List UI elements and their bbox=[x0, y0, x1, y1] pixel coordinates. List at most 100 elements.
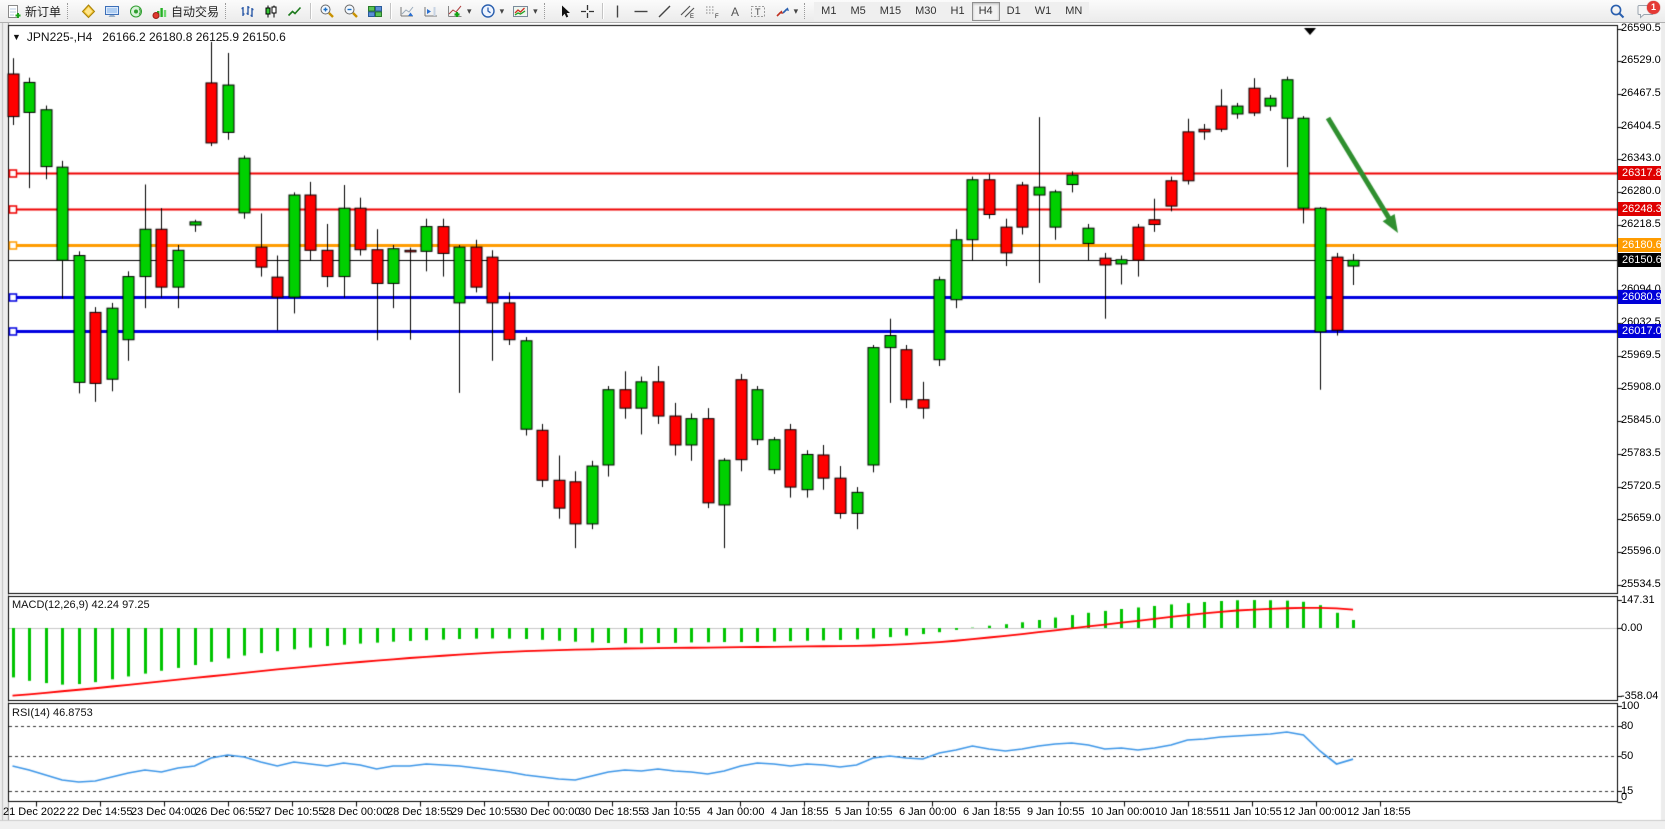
template-icon bbox=[513, 5, 529, 17]
clock-icon bbox=[480, 4, 495, 18]
trendline-icon bbox=[658, 5, 671, 17]
cursor-icon bbox=[561, 5, 570, 17]
time-axis-label: 5 Jan 10:55 bbox=[835, 806, 893, 818]
text-label-button[interactable]: T bbox=[746, 1, 770, 21]
zoom-in-button[interactable] bbox=[315, 1, 339, 21]
templates-button[interactable]: ▾ bbox=[508, 1, 542, 21]
time-axis-label: 12 Jan 00:00 bbox=[1283, 806, 1347, 818]
chart-ohlc-header: ▼ JPN225-,H4 26166.2 26180.8 26125.9 261… bbox=[12, 30, 286, 44]
rsi-axis-label: 15 bbox=[1621, 785, 1634, 797]
timeframe-button-M1[interactable]: M1 bbox=[814, 1, 844, 21]
svg-text:F: F bbox=[715, 14, 719, 19]
tile-windows-button[interactable] bbox=[363, 1, 387, 21]
cursor-button[interactable] bbox=[554, 1, 576, 21]
timeframe-button-M15[interactable]: M15 bbox=[872, 1, 909, 21]
chart-window: ▼ JPN225-,H4 26166.2 26180.8 26125.9 261… bbox=[0, 22, 1665, 829]
new-order-button[interactable]: 新订单 bbox=[3, 1, 65, 21]
chart-canvas[interactable] bbox=[0, 23, 1665, 829]
auto-trading-label: 自动交易 bbox=[171, 4, 220, 19]
macd-axis-label: -358.04 bbox=[1621, 690, 1659, 703]
price-axis-label: 25969.5 bbox=[1621, 348, 1661, 361]
zoom-out-button[interactable] bbox=[339, 1, 363, 21]
time-axis-label: 10 Jan 18:55 bbox=[1155, 806, 1219, 818]
timeframe-toolbar: M1 M5 M15 M30 H1 H4 D1 W1 MN bbox=[814, 1, 1090, 21]
text-icon: A bbox=[731, 5, 739, 19]
price-axis-label: 26404.5 bbox=[1621, 119, 1661, 132]
add-indicator-icon bbox=[448, 5, 462, 17]
price-line-badge: 26248.3 bbox=[1618, 202, 1662, 217]
toolbar-grip bbox=[804, 3, 810, 19]
time-axis-label: 11 Jan 10:55 bbox=[1219, 806, 1282, 818]
chat-button[interactable]: 1 bbox=[1634, 1, 1660, 21]
ohlc-values: 26166.2 26180.8 26125.9 26150.6 bbox=[102, 30, 286, 44]
timeframe-button-M5[interactable]: M5 bbox=[843, 1, 873, 21]
rsi-axis-label: 80 bbox=[1621, 720, 1634, 732]
timeframe-button-H4[interactable]: H4 bbox=[971, 1, 1000, 21]
time-axis-label: 21 Dec 2022 bbox=[3, 806, 66, 818]
symbol-dropdown-icon[interactable]: ▼ bbox=[12, 32, 21, 42]
text-label-icon: T bbox=[750, 5, 765, 17]
rsi-axis-label: 100 bbox=[1621, 700, 1640, 712]
timeframe-button-H1[interactable]: H1 bbox=[943, 1, 972, 21]
trendline-button[interactable] bbox=[653, 1, 676, 21]
periods-button[interactable]: ▾ bbox=[476, 1, 509, 21]
search-button[interactable] bbox=[1605, 1, 1630, 21]
dropdown-icon: ▾ bbox=[499, 5, 505, 16]
rsi-value: 46.8753 bbox=[52, 707, 93, 719]
horizontal-line-button[interactable] bbox=[629, 1, 653, 21]
auto-trading-button[interactable]: 自动交易 bbox=[148, 1, 223, 21]
crosshair-button[interactable] bbox=[576, 1, 599, 21]
bar-chart-button[interactable] bbox=[235, 1, 259, 21]
time-axis-label: 6 Jan 00:00 bbox=[899, 806, 957, 818]
time-axis-label: 22 Dec 14:55 bbox=[67, 806, 133, 818]
timeframe-button-MN[interactable]: MN bbox=[1058, 1, 1090, 21]
market-watch-button[interactable] bbox=[77, 1, 100, 21]
equidistant-channel-button[interactable]: E bbox=[676, 1, 700, 21]
timeframe-button-M30[interactable]: M30 bbox=[908, 1, 944, 21]
toolbar-grip bbox=[225, 3, 231, 19]
price-line-badge: 26150.6 bbox=[1618, 253, 1662, 268]
line-chart-button[interactable] bbox=[283, 1, 307, 21]
bar-chart-icon bbox=[241, 5, 254, 17]
time-axis-label: 30 Dec 18:55 bbox=[579, 806, 645, 818]
timeframe-button-D1[interactable]: D1 bbox=[999, 1, 1028, 21]
price-axis-label: 25534.5 bbox=[1621, 577, 1661, 590]
svg-text:A: A bbox=[731, 5, 739, 19]
candlestick-icon bbox=[265, 5, 277, 17]
signals-button[interactable] bbox=[124, 1, 148, 21]
time-axis-label: 4 Jan 18:55 bbox=[771, 806, 829, 818]
rsi-label: RSI(14) 46.8753 bbox=[12, 707, 93, 719]
time-axis-label: 30 Dec 00:00 bbox=[515, 806, 581, 818]
auto-trading-icon bbox=[152, 7, 167, 19]
chart-shift-button[interactable] bbox=[419, 1, 443, 21]
zoom-out-icon bbox=[344, 4, 358, 18]
toolbar-right: 1 bbox=[1605, 1, 1662, 21]
auto-scroll-button[interactable] bbox=[395, 1, 419, 21]
timeframe-button-W1[interactable]: W1 bbox=[1027, 1, 1059, 21]
time-axis-label: 28 Dec 18:55 bbox=[387, 806, 453, 818]
diamond-icon bbox=[81, 3, 96, 18]
signal-icon bbox=[130, 5, 143, 17]
svg-text:T: T bbox=[755, 7, 761, 17]
price-axis-label: 25908.0 bbox=[1621, 381, 1661, 394]
time-axis-label: 3 Jan 10:55 bbox=[643, 806, 701, 818]
toolbar-separator bbox=[390, 3, 393, 19]
time-axis-label: 10 Jan 00:00 bbox=[1091, 806, 1155, 818]
rsi-axis-label: 50 bbox=[1621, 750, 1634, 762]
fibonacci-button[interactable]: F bbox=[700, 1, 724, 21]
arrows-button[interactable]: ▾ bbox=[770, 1, 803, 21]
price-axis-label: 26280.0 bbox=[1621, 185, 1661, 198]
price-axis-label: 25783.5 bbox=[1621, 446, 1661, 459]
auto-scroll-icon bbox=[400, 6, 414, 16]
indicators-button[interactable]: ▾ bbox=[443, 1, 476, 21]
dropdown-icon: ▾ bbox=[467, 5, 472, 16]
price-axis-label: 26529.0 bbox=[1621, 54, 1661, 67]
macd-values: 42.24 97.25 bbox=[91, 599, 150, 611]
fibonacci-icon: F bbox=[705, 6, 719, 19]
vertical-line-button[interactable] bbox=[607, 1, 629, 21]
candlestick-chart-button[interactable] bbox=[259, 1, 283, 21]
toolbar-grip bbox=[67, 3, 73, 19]
text-button[interactable]: A bbox=[724, 1, 746, 21]
terminal-button[interactable] bbox=[100, 1, 124, 21]
